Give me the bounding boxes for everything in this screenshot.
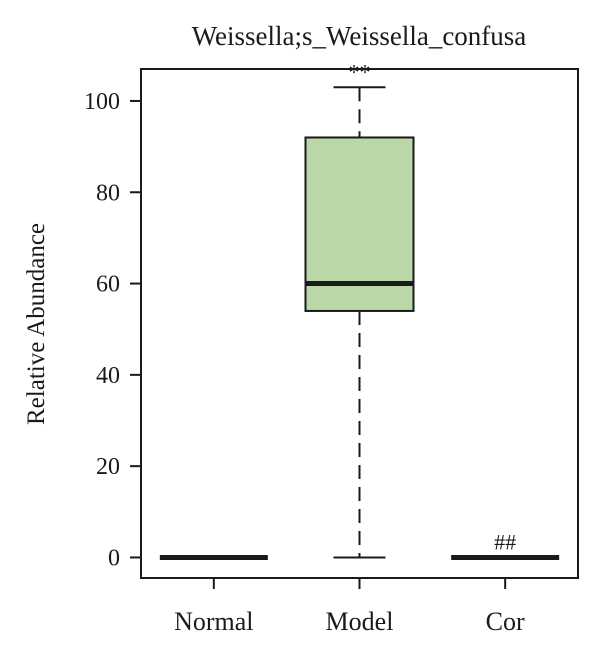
x-axis: Normal Model Cor (174, 578, 525, 636)
y-axis-label: Relative Abundance (23, 223, 50, 425)
x-tick-label-2: Cor (486, 607, 525, 636)
significance-annotation: ** (349, 59, 371, 84)
y-tick-label-2: 40 (96, 363, 120, 389)
y-axis: 0 20 40 60 80 100 (84, 89, 141, 571)
boxes: ** ## (159, 59, 560, 560)
y-tick-label-3: 60 (96, 272, 120, 298)
y-tick-label-4: 80 (96, 180, 120, 206)
significance-annotation: ## (494, 529, 516, 554)
y-tick-label-1: 20 (96, 454, 120, 480)
x-tick-label-1: Model (326, 607, 394, 636)
y-tick-label-5: 100 (84, 89, 120, 115)
x-tick-label-0: Normal (174, 607, 253, 636)
y-tick-label-0: 0 (108, 545, 120, 571)
box-cor: ## (451, 529, 560, 560)
chart-title: Weissella;s_Weissella_confusa (192, 21, 527, 51)
box-model: ** (304, 59, 415, 559)
